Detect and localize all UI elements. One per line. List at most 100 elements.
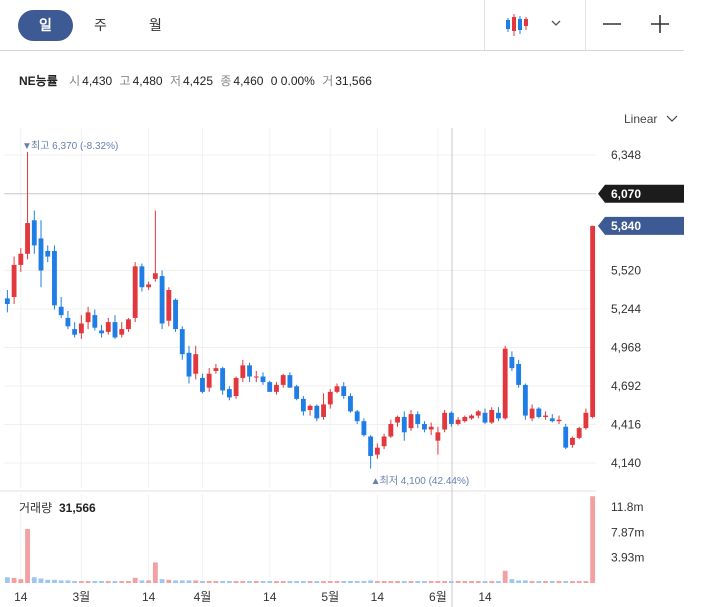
stock-name: NE능률 — [19, 74, 58, 88]
candle-body — [139, 266, 145, 288]
tab-weekly[interactable]: 주 — [94, 17, 107, 33]
volume-bar — [38, 578, 44, 583]
volume-bar — [99, 581, 104, 583]
candle-body — [563, 426, 569, 448]
volume-bar — [112, 581, 118, 583]
open-value: 4,430 — [82, 74, 113, 88]
candle-body — [200, 377, 205, 392]
candle-body — [388, 423, 394, 437]
volume-bar — [193, 580, 199, 583]
volume-bar — [78, 581, 84, 583]
volume-bar — [327, 581, 333, 583]
candle-body — [105, 322, 111, 332]
low-marker-label: 최저 4,100 (42.44%) — [380, 475, 470, 487]
candle-body — [18, 253, 24, 265]
candle-body — [11, 264, 17, 298]
volume-bar — [583, 581, 589, 583]
chart-type-selector[interactable] — [498, 10, 578, 40]
tab-monthly[interactable]: 월 — [149, 17, 162, 33]
candle-body — [361, 421, 367, 436]
candle-body — [482, 412, 488, 423]
tab-daily[interactable]: 일 — [18, 10, 73, 41]
candle-body — [92, 315, 98, 328]
volume-bar — [549, 581, 555, 583]
candle-body — [112, 322, 118, 338]
volume-bar — [496, 581, 501, 583]
volume-bar — [395, 581, 400, 583]
volume-label: 거 — [322, 74, 334, 88]
candle-body — [294, 386, 300, 399]
candle-body — [173, 299, 178, 330]
volume-bar — [92, 581, 98, 583]
scale-selector[interactable]: Linear — [624, 112, 679, 126]
candle-body — [489, 409, 495, 423]
candle-body — [220, 368, 226, 391]
volume-panel-value: 31,566 — [59, 501, 96, 515]
candle-body — [428, 426, 434, 430]
candle-body — [455, 419, 461, 424]
y-axis-tick: 5,520 — [611, 264, 641, 278]
volume-bar — [200, 581, 205, 583]
candle-body — [475, 411, 481, 416]
candle-body — [536, 408, 542, 417]
volume-bar — [543, 581, 548, 583]
candle-body — [280, 375, 286, 385]
volume-bar — [334, 581, 340, 583]
candle-body — [65, 317, 71, 327]
candle-body — [132, 266, 138, 318]
volume-bar — [388, 581, 394, 583]
plus-icon — [651, 15, 669, 33]
candle-body — [126, 319, 131, 330]
candle-body — [226, 389, 232, 398]
volume-bar — [226, 581, 232, 583]
candle-body — [549, 418, 555, 422]
candle-body — [186, 352, 192, 377]
candle-body — [159, 276, 165, 324]
volume-bar — [348, 581, 353, 583]
candle-body — [166, 290, 172, 321]
high-label: 고 — [119, 74, 131, 88]
volume-axis-tick: 3.93m — [611, 551, 644, 565]
volume-bar — [502, 570, 508, 583]
volume-value: 31,566 — [335, 74, 372, 88]
price-chart[interactable]: 6,348 5,520 5,244 4,968 4,692 4,416 4,140 6,070… — [0, 128, 702, 607]
volume-bar — [563, 581, 569, 583]
candle-body — [213, 368, 219, 371]
candle-body — [152, 273, 158, 279]
volume-bar — [300, 581, 306, 583]
low-label: 저 — [169, 74, 181, 88]
candle-body — [146, 284, 152, 288]
volume-bar — [590, 496, 596, 583]
candle-body — [415, 414, 421, 424]
zoom-in-button[interactable] — [644, 10, 676, 40]
candle-body — [31, 220, 37, 246]
candle-body — [576, 428, 582, 438]
candle-body — [247, 365, 252, 377]
candle-body — [556, 419, 562, 422]
candle-body — [25, 223, 30, 254]
candle-body — [583, 412, 589, 429]
candle-body — [52, 250, 57, 306]
candle-body — [327, 391, 333, 405]
volume-bar — [556, 581, 562, 583]
x-axis-tick: 14 — [142, 590, 156, 604]
zoom-out-button[interactable] — [597, 10, 629, 40]
volume-bar — [132, 577, 138, 583]
volume-bar — [45, 579, 51, 583]
volume-bar — [529, 581, 535, 583]
volume-bar — [442, 581, 448, 583]
change-value: 0 0.00% — [270, 74, 315, 88]
candle-body — [206, 373, 212, 388]
volume-bar — [361, 581, 367, 583]
volume-bar — [65, 580, 71, 583]
volume-bar — [267, 581, 273, 583]
volume-bar — [4, 577, 10, 583]
current-price-tag: 5,840 — [598, 216, 684, 235]
volume-bar — [570, 581, 575, 583]
scale-label: Linear — [624, 112, 658, 126]
volume-axis-tick: 11.8m — [611, 500, 643, 514]
candle-body — [496, 412, 501, 419]
volume-bar — [260, 581, 266, 583]
volume-bar — [213, 581, 219, 583]
candle-body — [401, 416, 407, 433]
